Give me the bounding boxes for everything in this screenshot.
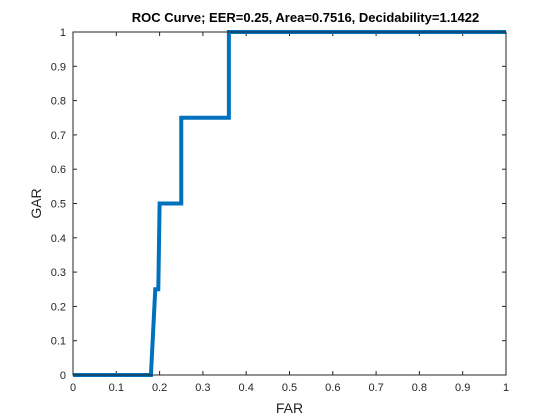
y-tick-label: 0: [60, 370, 66, 382]
y-tick-label: 0.4: [51, 233, 66, 245]
chart-title: ROC Curve; EER=0.25, Area=0.7516, Decida…: [132, 10, 479, 25]
y-tick-label: 0.7: [51, 130, 66, 142]
y-tick-label: 0.3: [51, 267, 66, 279]
y-tick-label: 0.9: [51, 61, 66, 73]
x-tick-label: 0.7: [368, 382, 383, 394]
tick-labels: 0 0.1 0.2 0.3 0.4 0.5 0.6 0.7 0.8 0.9 1 0 0.1 0.2 0.3 0…: [51, 27, 509, 394]
x-tick-label: 0: [70, 382, 76, 394]
x-tick-label: 0.4: [239, 382, 254, 394]
y-tick-label: 0.2: [51, 301, 66, 313]
x-tick-label: 0.2: [152, 382, 167, 394]
plot-area: [73, 32, 506, 375]
x-tick-label: 0.6: [325, 382, 340, 394]
y-tick-label: 0.1: [51, 336, 66, 348]
x-tick-label: 0.3: [195, 382, 210, 394]
y-tick-label: 0.5: [51, 199, 66, 211]
x-tick-label: 1: [503, 382, 509, 394]
x-tick-label: 0.9: [455, 382, 470, 394]
y-tick-label: 1: [60, 27, 66, 39]
x-axis-label: FAR: [276, 400, 303, 416]
x-tick-label: 0.1: [109, 382, 124, 394]
axes-box: [72, 31, 507, 376]
y-axis-label: GAR: [28, 188, 44, 218]
roc-curve-line: [73, 30, 506, 377]
y-tick-label: 0.6: [51, 164, 66, 176]
y-tick-label: 0.8: [51, 96, 66, 108]
x-tick-label: 0.8: [412, 382, 427, 394]
series-layer: [73, 30, 506, 377]
x-tick-label: 0.5: [282, 382, 297, 394]
